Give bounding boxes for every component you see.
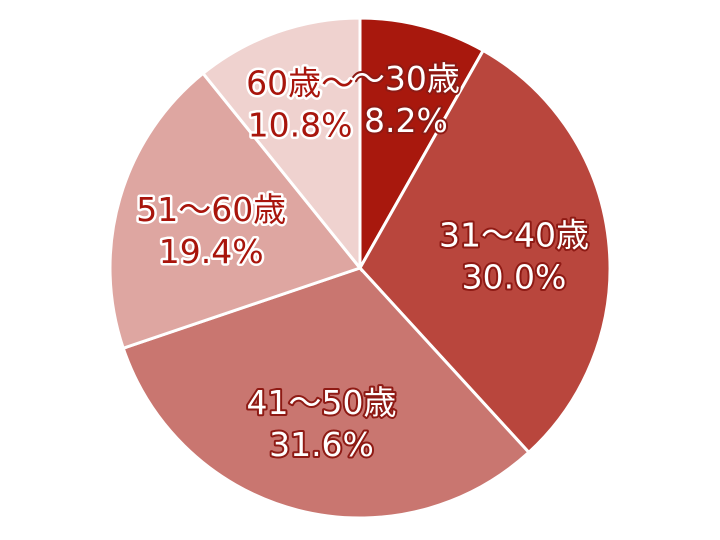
slice-value-label: 31.6% <box>269 425 374 464</box>
pie-slice-30 <box>358 16 486 274</box>
slice-value-label: 30.0% <box>462 258 567 297</box>
pie-slices <box>108 16 612 520</box>
slice-category-label: ～30歳 <box>352 59 460 98</box>
slice-value-label: 8.2% <box>364 101 448 140</box>
slice-category-label: 41～50歳 <box>247 383 397 422</box>
pie-slice-41-50 <box>121 266 531 520</box>
pie-slice-51-60 <box>108 71 363 351</box>
slice-category-label: 51～60歳 <box>136 190 286 229</box>
slice-category-label: 31～40歳 <box>439 216 589 255</box>
slice-value-label: 10.8% <box>248 105 353 144</box>
pie-slice-60 <box>200 16 362 273</box>
slice-value-label: 19.4% <box>159 232 264 271</box>
slice-category-label: 60歳～ <box>246 63 354 102</box>
pie-slice-31-40 <box>358 48 612 455</box>
